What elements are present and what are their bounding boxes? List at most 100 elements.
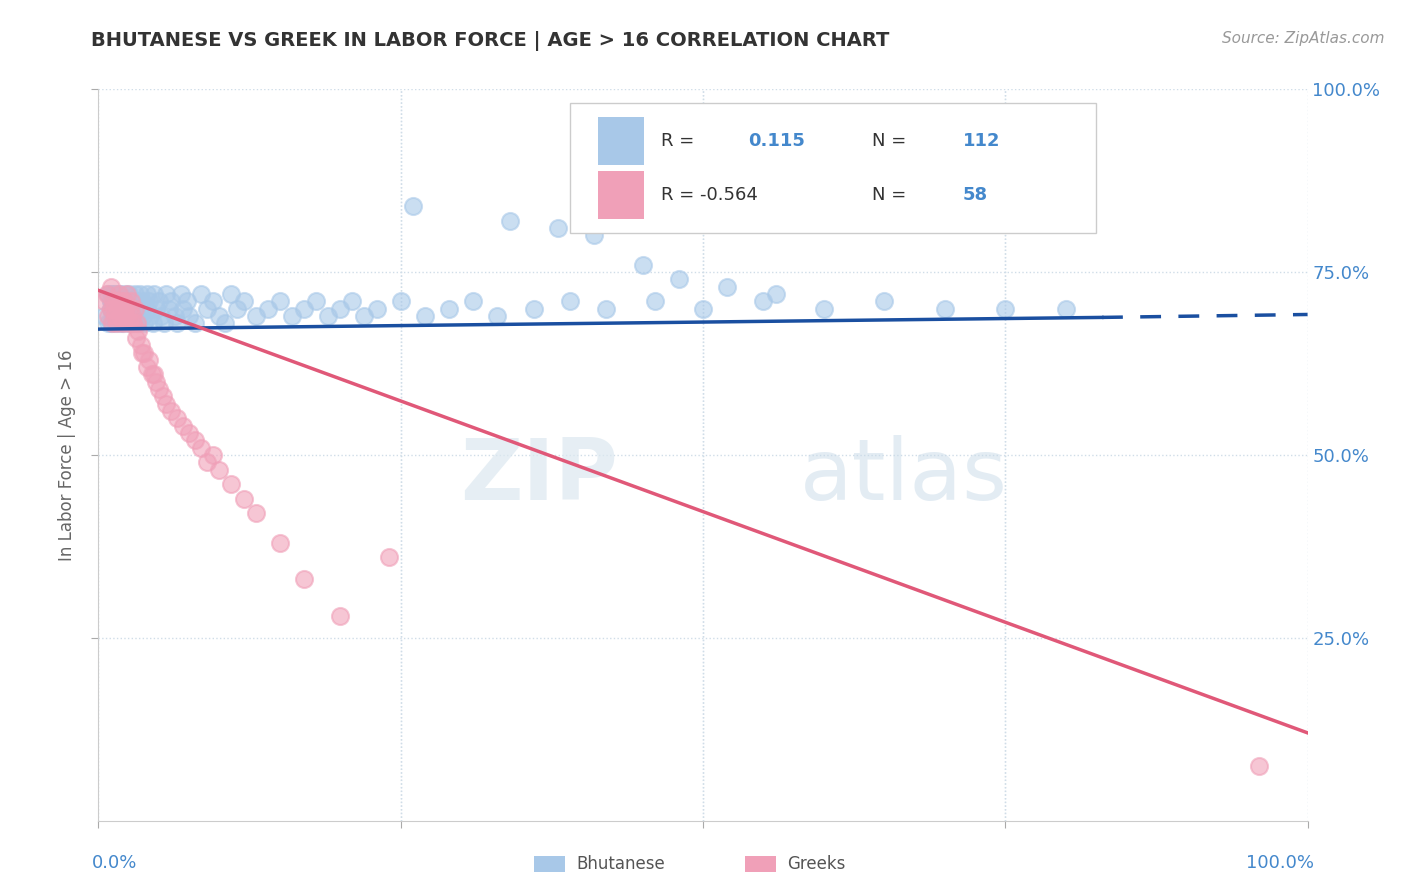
Point <box>644 294 666 309</box>
Point <box>208 462 231 476</box>
Point <box>143 287 166 301</box>
Point <box>101 294 124 309</box>
FancyBboxPatch shape <box>569 103 1097 234</box>
Point <box>160 404 183 418</box>
Point <box>145 375 167 389</box>
Point <box>107 287 129 301</box>
Text: BHUTANESE VS GREEK IN LABOR FORCE | AGE > 16 CORRELATION CHART: BHUTANESE VS GREEK IN LABOR FORCE | AGE … <box>91 31 890 51</box>
Point <box>463 294 485 309</box>
Point <box>377 550 399 565</box>
Point <box>172 301 194 316</box>
Point <box>389 294 412 309</box>
Point <box>122 316 145 330</box>
Point <box>269 294 291 309</box>
Point <box>132 309 155 323</box>
Point <box>100 294 122 309</box>
Point <box>342 294 364 309</box>
Point <box>100 316 122 330</box>
Point <box>131 345 153 359</box>
Y-axis label: In Labor Force | Age > 16: In Labor Force | Age > 16 <box>58 349 76 561</box>
Text: Bhutanese: Bhutanese <box>576 855 665 873</box>
Point <box>127 324 149 338</box>
Point <box>115 294 138 309</box>
Point <box>169 287 191 301</box>
Point <box>498 214 520 228</box>
Point <box>152 389 174 403</box>
Point <box>1054 301 1077 316</box>
Point <box>111 316 134 330</box>
Point <box>118 287 141 301</box>
Point <box>128 287 150 301</box>
Point <box>437 301 460 316</box>
Point <box>124 287 146 301</box>
Point <box>402 199 425 213</box>
Point <box>97 316 120 330</box>
Point <box>163 309 186 323</box>
Point <box>111 309 134 323</box>
Point <box>523 301 546 316</box>
Point <box>101 309 124 323</box>
Point <box>115 309 138 323</box>
Point <box>226 301 249 316</box>
Point <box>100 287 122 301</box>
Point <box>873 294 896 309</box>
Point <box>160 294 183 309</box>
Point <box>110 294 132 309</box>
Point <box>305 294 328 309</box>
Point <box>166 316 188 330</box>
Point <box>125 294 148 309</box>
Point <box>100 301 122 316</box>
Point <box>112 294 135 309</box>
Point <box>96 287 118 301</box>
Point <box>134 316 156 330</box>
Point <box>103 301 125 316</box>
Point <box>221 287 243 301</box>
Point <box>105 301 128 316</box>
Point <box>166 411 188 425</box>
Point <box>232 491 254 506</box>
Point <box>208 309 231 323</box>
Point <box>100 294 122 309</box>
Point <box>117 309 139 323</box>
Point <box>104 309 127 323</box>
Point <box>134 345 156 359</box>
Point <box>353 309 375 323</box>
Point <box>111 316 134 330</box>
Point <box>135 360 157 375</box>
Point <box>118 316 141 330</box>
Point <box>547 221 569 235</box>
Point <box>668 272 690 286</box>
Point <box>129 338 152 352</box>
Point <box>121 309 143 323</box>
Text: N =: N = <box>872 132 907 150</box>
Point <box>179 425 201 440</box>
Point <box>413 309 436 323</box>
Point <box>716 279 738 293</box>
Text: 0.115: 0.115 <box>748 132 804 150</box>
Point <box>269 535 291 549</box>
Point <box>129 301 152 316</box>
Point <box>232 294 254 309</box>
Point <box>214 316 236 330</box>
Point <box>155 397 177 411</box>
Point <box>100 316 122 330</box>
Text: 112: 112 <box>963 132 1001 150</box>
Point <box>583 228 606 243</box>
Point <box>120 294 142 309</box>
Point <box>100 279 122 293</box>
Point <box>131 294 153 309</box>
Point <box>105 294 128 309</box>
Point <box>107 301 129 316</box>
Point <box>97 309 120 323</box>
Point <box>145 301 167 316</box>
Point <box>190 287 212 301</box>
Point <box>148 294 170 309</box>
Point <box>108 287 131 301</box>
Point <box>108 309 131 323</box>
Point <box>752 294 775 309</box>
Point <box>150 309 173 323</box>
Point <box>141 368 163 382</box>
Text: ZIP: ZIP <box>461 435 619 518</box>
Point <box>256 301 278 316</box>
Point <box>127 316 149 330</box>
